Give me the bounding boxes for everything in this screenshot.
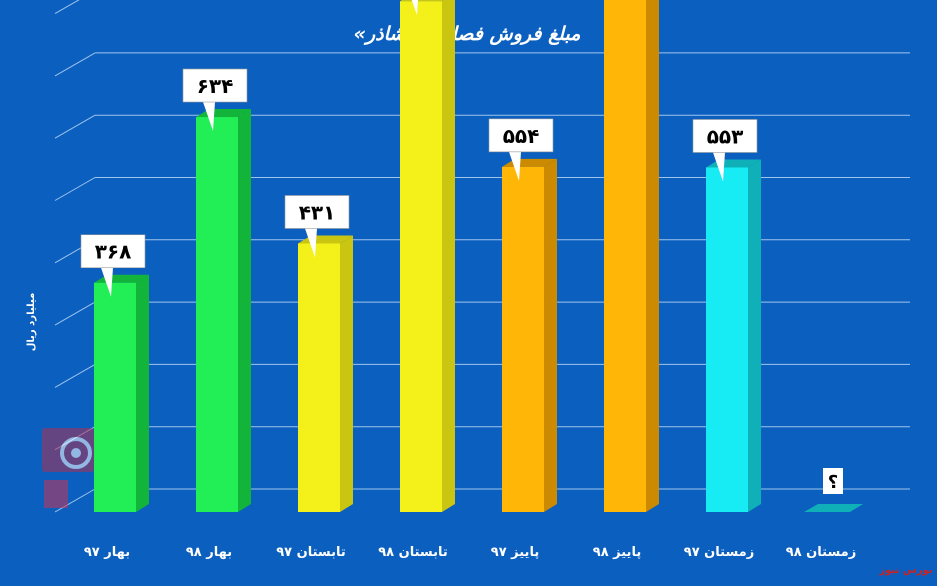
data-label-pointer [713, 152, 725, 182]
x-tick-label: بهار ۹۸ [186, 545, 232, 560]
bar [502, 166, 544, 512]
bar [298, 243, 340, 512]
bar-side [442, 0, 455, 512]
bars-group: ۳۶۸۶۳۴۴۳۱۸۲۰۵۵۴۸۶۲۵۵۳؟ [80, 0, 863, 513]
x-tick-label: پاییز ۹۷ [491, 545, 539, 560]
data-label-pointer [411, 0, 419, 16]
bar-side [646, 0, 659, 512]
gridline-depth [54, 177, 96, 201]
bar-side [544, 158, 557, 512]
data-label: ۳۶۸ [95, 240, 132, 264]
bar-side [748, 159, 761, 512]
gridline-depth [54, 0, 80, 15]
gridline-depth [54, 301, 96, 326]
x-tick-label: بهار ۹۷ [84, 545, 130, 560]
gridline-depth [54, 114, 96, 139]
data-label: ۴۳۱ [299, 200, 336, 224]
bar [94, 282, 136, 512]
bourse-news-logo-icon [42, 428, 94, 508]
bar [196, 117, 238, 512]
bar [706, 167, 748, 512]
bar-side [238, 109, 251, 512]
data-label-box [823, 468, 843, 494]
data-label-pointer [305, 228, 317, 258]
data-label-pointer [203, 102, 215, 132]
bar [604, 0, 646, 513]
x-tick-label: پاییز ۹۸ [593, 545, 641, 560]
gridline-depth [54, 52, 96, 77]
bar-side [136, 274, 149, 512]
data-label-box [80, 234, 146, 269]
watermark-text: بورس نیوز [879, 565, 933, 576]
chart-title: مبلغ فروش فصلی «غشاذر» [354, 23, 582, 45]
x-tick-label: زمستان ۹۸ [786, 545, 856, 560]
data-label-pointer [509, 151, 521, 181]
data-label-box [692, 119, 758, 153]
x-tick-label: تابستان ۹۷ [276, 545, 346, 560]
x-tick-label: تابستان ۹۸ [378, 545, 448, 560]
data-label-box [488, 118, 554, 153]
data-label-pointer [101, 267, 113, 297]
data-label: ۶۳۴ [197, 74, 234, 98]
data-label: ؟ [828, 472, 838, 493]
x-tick-label: زمستان ۹۷ [684, 545, 754, 560]
x-axis-labels: بهار ۹۷ بهار ۹۸ تابستان ۹۷ تابستان ۹۸ پاییز … [84, 545, 856, 560]
gridline-depth [54, 363, 96, 388]
gridline-depth [54, 488, 96, 513]
bar-top [804, 504, 863, 512]
y-axis-label: میلیارد ریال [26, 293, 37, 352]
bar-top [400, 0, 444, 2]
data-label-box [182, 68, 248, 103]
bar-side [340, 235, 353, 512]
data-label: ۵۵۳ [707, 124, 744, 148]
bar [400, 1, 442, 512]
data-label: ۵۵۴ [503, 124, 540, 148]
data-label-box [284, 195, 350, 229]
